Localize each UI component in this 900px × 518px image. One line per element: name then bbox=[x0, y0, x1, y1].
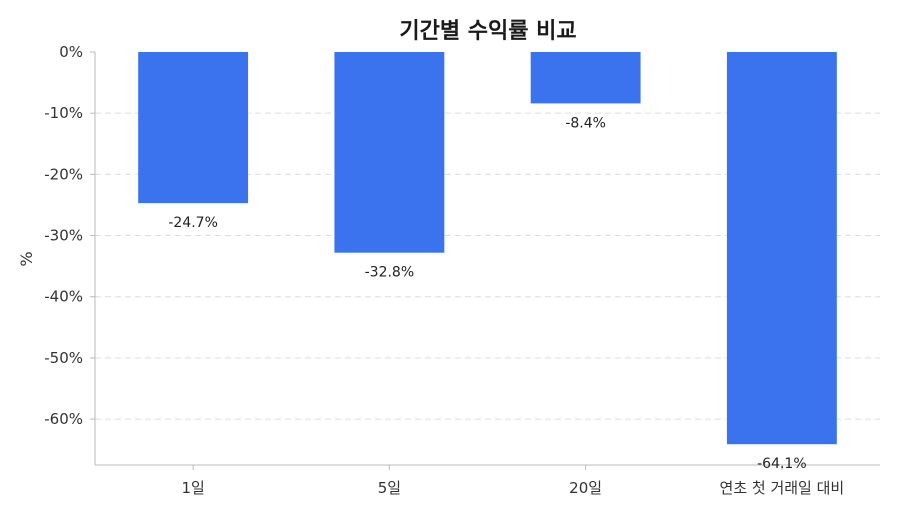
y-tick-label: -50% bbox=[44, 349, 83, 367]
data-label: -64.1% bbox=[757, 456, 807, 472]
data-label: -8.4% bbox=[565, 115, 606, 131]
data-label: -24.7% bbox=[168, 215, 218, 231]
y-tick-label: -60% bbox=[44, 410, 83, 428]
y-axis-label: % bbox=[17, 251, 36, 266]
x-tick-label: 연초 첫 거래일 대비 bbox=[720, 479, 845, 497]
bar bbox=[138, 52, 249, 204]
bar bbox=[334, 52, 445, 253]
y-tick-label: -10% bbox=[44, 104, 83, 122]
y-tick-label: 0% bbox=[59, 43, 83, 61]
y-tick-label: -40% bbox=[44, 288, 83, 306]
y-tick-label: -20% bbox=[44, 165, 83, 183]
axes: 0% -10% -20% -30% -40% -50% -60% 1일 5일 20일 연초 첫 거래… bbox=[44, 43, 880, 497]
bars bbox=[138, 52, 837, 445]
data-labels: -24.7% -32.8% -8.4% -64.1% bbox=[168, 115, 806, 472]
x-tick-label: 20일 bbox=[569, 479, 602, 497]
data-label: -32.8% bbox=[365, 265, 415, 281]
bar bbox=[726, 52, 837, 445]
bar bbox=[530, 52, 641, 104]
x-tick-label: 1일 bbox=[181, 479, 204, 497]
chart-title: 기간별 수익률 비교 bbox=[399, 19, 576, 44]
x-tick-label: 5일 bbox=[378, 479, 401, 497]
y-tick-label: -30% bbox=[44, 227, 83, 245]
